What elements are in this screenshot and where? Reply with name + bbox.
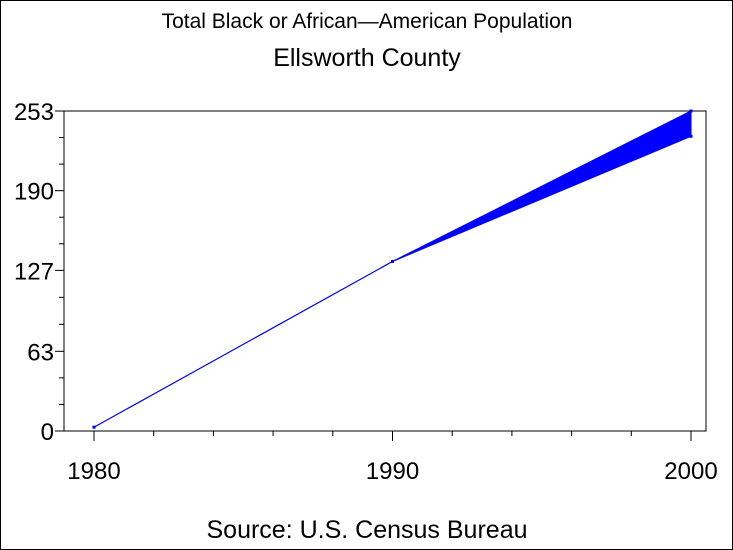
x-tick-label: 2000 — [664, 458, 717, 485]
y-tick-label: 190 — [14, 179, 54, 206]
y-tick-label: 127 — [14, 258, 54, 285]
plot-area — [63, 110, 707, 432]
chart-subtitle: Ellsworth County — [273, 44, 461, 72]
chart-title: Total Black or African—American Populati… — [162, 10, 573, 33]
x-tick-label: 1980 — [67, 458, 120, 485]
series-layer — [92, 109, 693, 429]
data-point — [92, 425, 96, 429]
x-axis: 1980 1990 2000 — [67, 431, 718, 485]
source-footnote: Source: U.S. Census Bureau — [207, 516, 528, 544]
y-axis: 0 63 127 190 253 — [14, 99, 64, 446]
y-tick-label: 253 — [14, 99, 54, 126]
y-tick-label: 0 — [41, 419, 54, 446]
y-tick-label: 63 — [27, 339, 54, 366]
data-point — [689, 109, 693, 113]
series-band — [93, 110, 692, 428]
x-tick-label: 1990 — [366, 458, 419, 485]
data-point — [391, 260, 394, 264]
data-point-lower — [689, 134, 693, 138]
